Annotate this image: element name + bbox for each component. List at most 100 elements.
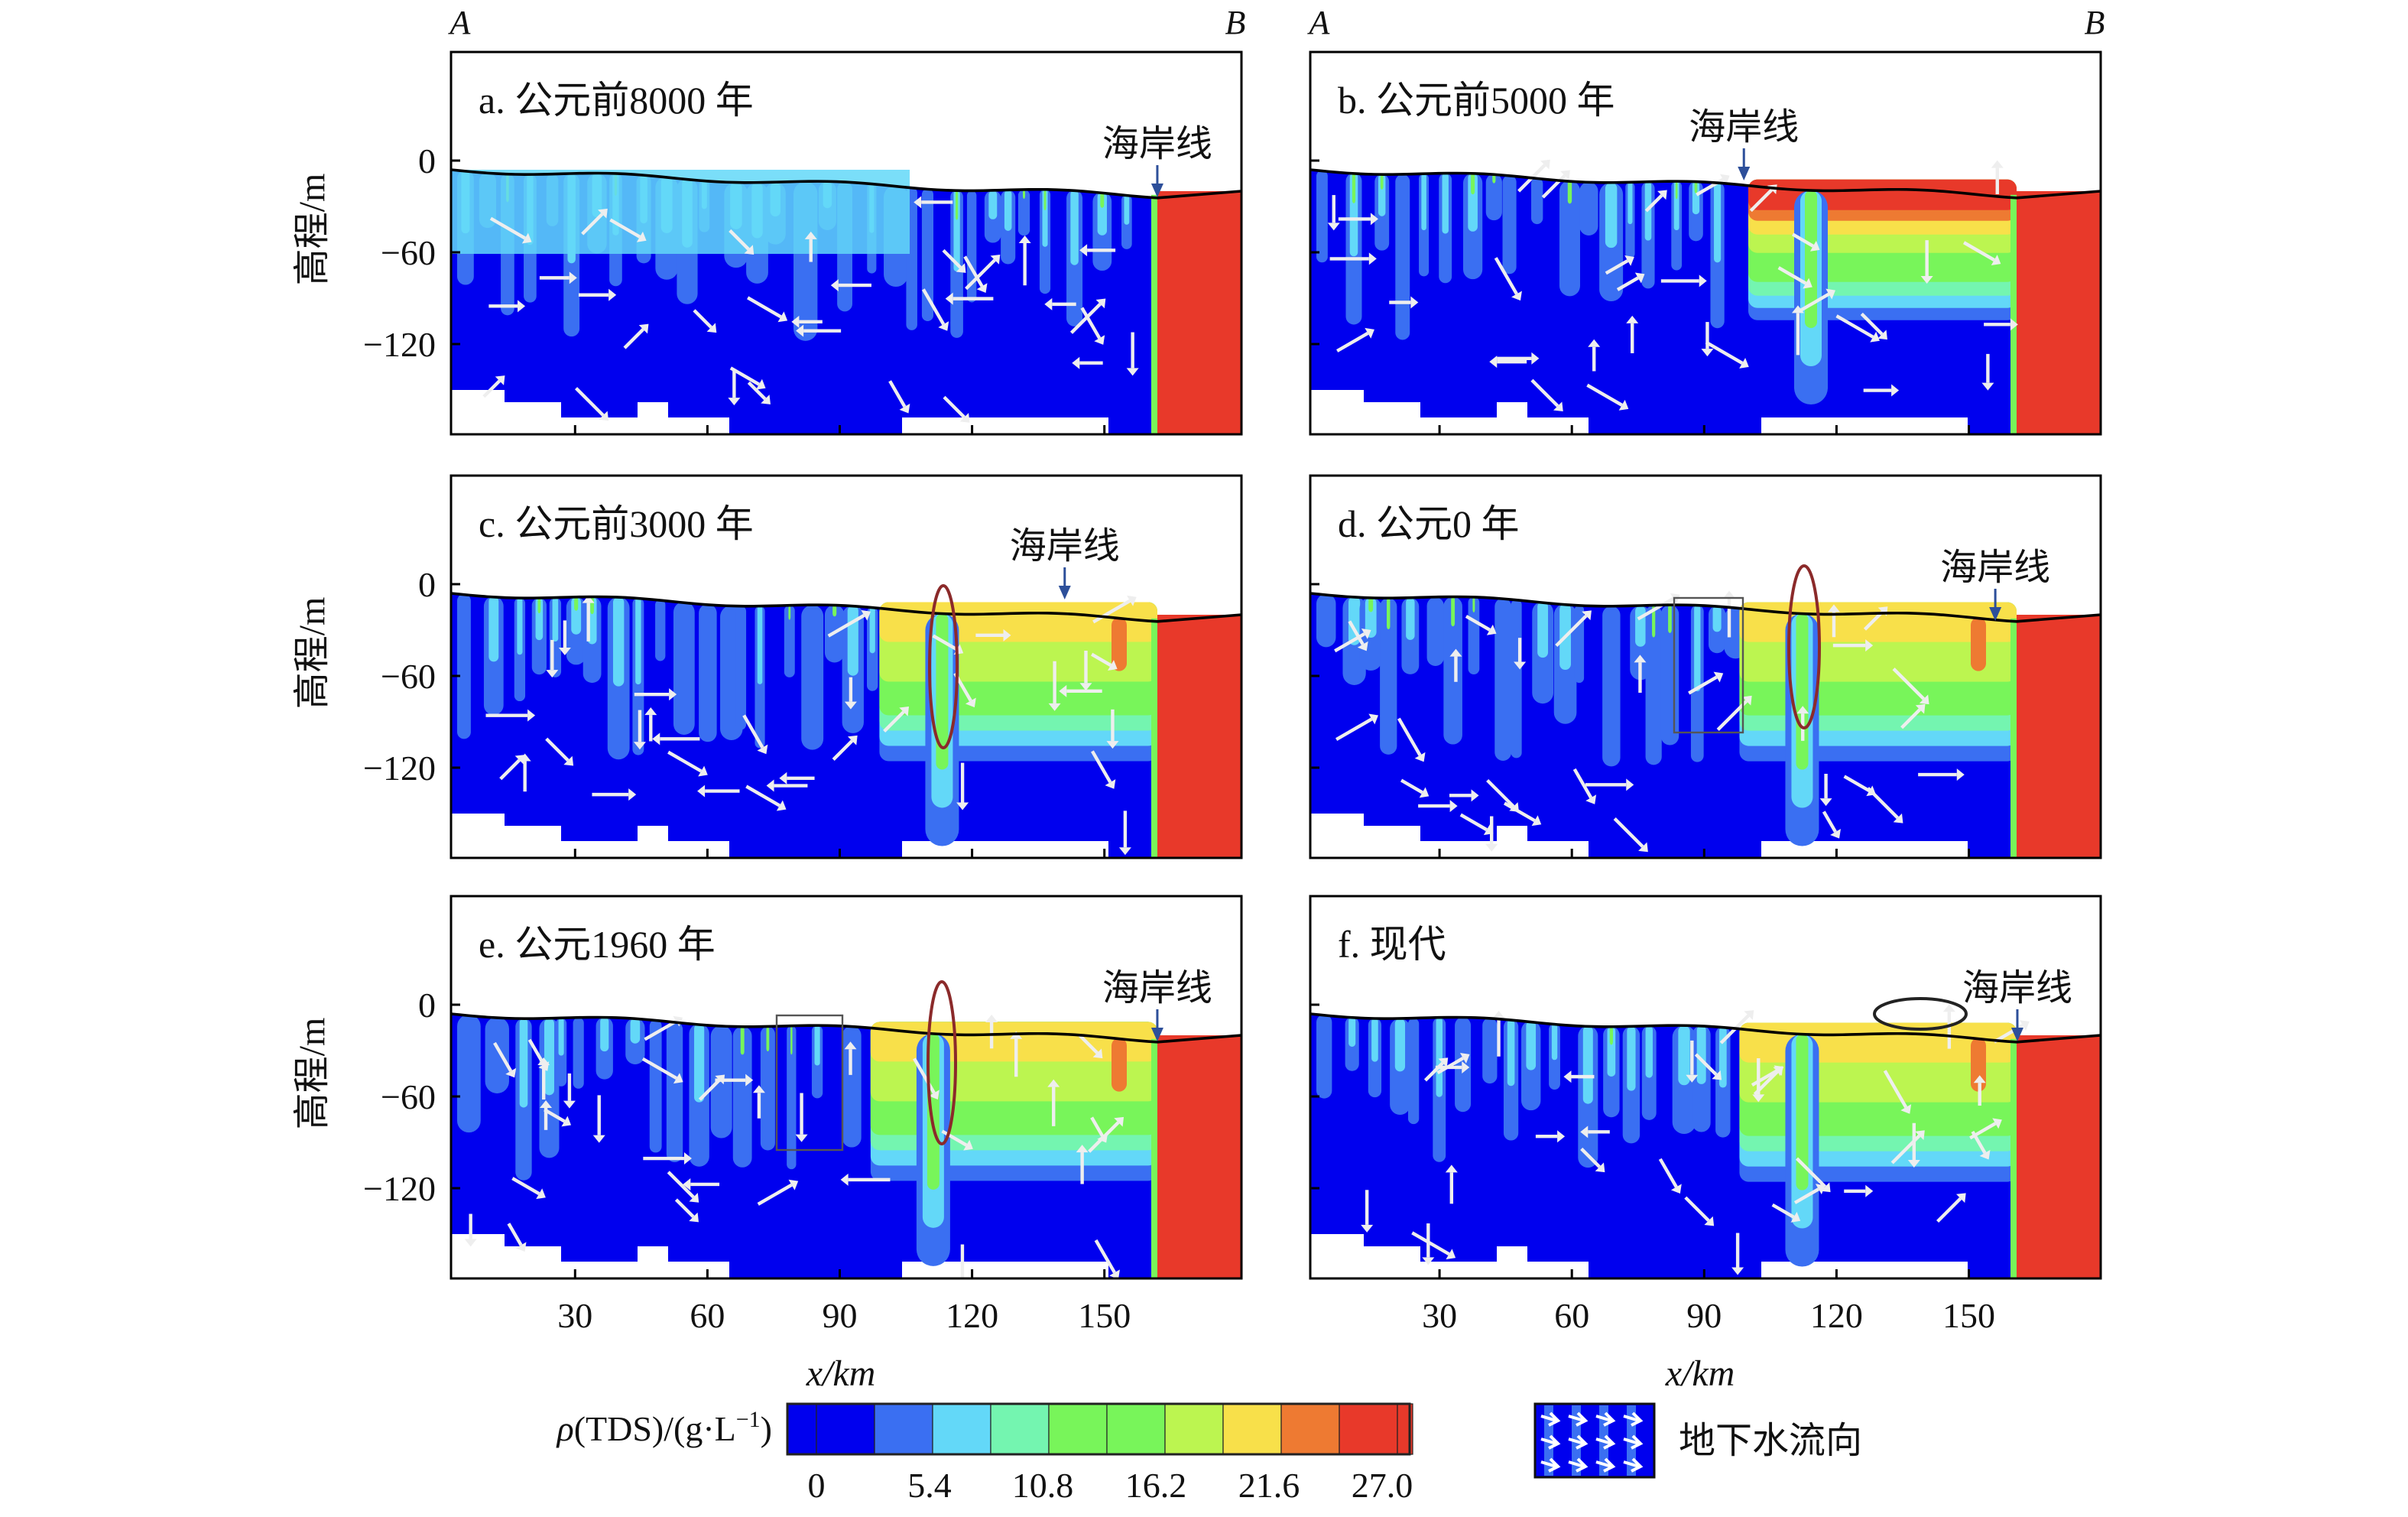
flow-arrow-shaft bbox=[1079, 1034, 1099, 1054]
contour-finger bbox=[1579, 181, 1598, 236]
flow-arrow-shaft bbox=[1866, 787, 1899, 820]
flow-arrow-shaft bbox=[1397, 717, 1422, 756]
x-tick-label: 30 bbox=[1422, 1296, 1457, 1335]
flow-arrow-shaft bbox=[1969, 1122, 1997, 1140]
contour-finger bbox=[1124, 194, 1130, 225]
flow-arrow bbox=[963, 255, 988, 293]
contour-finger bbox=[1380, 174, 1384, 190]
flow-arrow-head bbox=[1796, 706, 1809, 714]
contour-finger bbox=[1436, 1017, 1443, 1097]
flow-arrow bbox=[844, 1041, 857, 1075]
flow-arrow bbox=[1731, 1233, 1744, 1275]
flow-arrow-head bbox=[698, 765, 708, 777]
flow-arrow-head bbox=[796, 324, 804, 337]
flow-arrow bbox=[592, 788, 637, 801]
flow-arrow bbox=[1684, 1196, 1715, 1226]
flow-arrow-head bbox=[1704, 1216, 1715, 1226]
flow-arrow-shaft bbox=[1777, 266, 1807, 285]
flow-arrow-head bbox=[1739, 358, 1749, 369]
flow-arrow-shaft bbox=[545, 737, 570, 762]
flow-arrow-head bbox=[706, 323, 717, 333]
flow-arrow-head bbox=[636, 231, 647, 242]
flow-arrow bbox=[485, 709, 536, 722]
flow-arrow bbox=[1069, 298, 1106, 334]
flow-arrow-head bbox=[1540, 159, 1550, 170]
flow-arrow-head bbox=[1094, 335, 1105, 345]
colorbar-label: ρ(TDS)/(g·L−1) bbox=[556, 1407, 772, 1448]
colorbar-segment bbox=[1048, 1403, 1108, 1455]
flow-arrow bbox=[1580, 1126, 1610, 1139]
flow-arrow-head bbox=[673, 1073, 683, 1084]
contour-finger bbox=[1421, 174, 1426, 231]
contour-finger bbox=[1316, 170, 1328, 263]
flow-arrow-shaft bbox=[1334, 632, 1365, 653]
flow-arrow-shaft bbox=[544, 1108, 566, 1123]
colorbar-segment bbox=[1222, 1403, 1282, 1455]
contour-finger bbox=[1537, 601, 1549, 658]
flow-arrow bbox=[1445, 1165, 1458, 1204]
flow-arrow bbox=[1118, 810, 1131, 856]
contour-finger bbox=[574, 597, 579, 611]
flow-arrow-head bbox=[928, 1090, 940, 1100]
contour-finger bbox=[1070, 190, 1079, 265]
contour-finger bbox=[1100, 192, 1105, 208]
flow-arrow-head bbox=[1446, 1249, 1456, 1260]
flow-arrow-shaft bbox=[1605, 259, 1629, 275]
flow-arrow bbox=[1644, 190, 1667, 213]
flow-arrow-head bbox=[1370, 213, 1378, 226]
flow-arrow-shaft bbox=[1795, 1157, 1827, 1188]
flow-arrow-shaft bbox=[963, 255, 984, 287]
flow-arrow-head bbox=[1557, 1130, 1566, 1143]
colorbar-segment bbox=[932, 1403, 991, 1455]
flow-arrow bbox=[1018, 236, 1031, 286]
panel-frame bbox=[1309, 895, 2102, 1280]
contour-finger bbox=[635, 598, 641, 685]
contour-finger bbox=[766, 1026, 770, 1052]
contour-finger bbox=[630, 1018, 641, 1044]
flow-arrow-shaft bbox=[1555, 614, 1588, 648]
panel-frame bbox=[1309, 50, 2102, 436]
flow-arrow-icon bbox=[1595, 1434, 1616, 1450]
flow-arrow-shaft bbox=[1541, 174, 1566, 199]
flow-arrow bbox=[1091, 750, 1116, 789]
highlight-ellipse bbox=[1787, 564, 1821, 729]
flow-arrow-head bbox=[1422, 1257, 1435, 1265]
panel-title: e. 公元1960 年 bbox=[479, 923, 716, 966]
coastline-label: 海岸线 bbox=[1940, 547, 2050, 588]
flow-arrow-head bbox=[791, 315, 800, 328]
flow-arrow-shaft bbox=[1860, 312, 1884, 336]
flow-arrow bbox=[643, 1152, 692, 1165]
contour-finger bbox=[1365, 597, 1377, 638]
contour-finger bbox=[1712, 606, 1722, 632]
flow-arrow-shaft bbox=[1503, 801, 1536, 823]
flow-arrow bbox=[942, 249, 966, 273]
flow-arrow bbox=[539, 271, 577, 284]
flow-arrow-head bbox=[1072, 356, 1080, 369]
contour-finger bbox=[1627, 1026, 1636, 1091]
contour-finger bbox=[1696, 1025, 1706, 1084]
flow-arrow bbox=[1716, 695, 1752, 731]
transition-zone bbox=[1151, 1038, 1157, 1278]
flow-arrow-shaft bbox=[1586, 383, 1623, 407]
flow-arrow-shaft bbox=[499, 758, 521, 781]
x-tick-label: 30 bbox=[557, 1296, 592, 1335]
flow-arrow-head bbox=[1410, 296, 1419, 309]
flow-arrow-head bbox=[1618, 399, 1629, 411]
flow-arrow-head bbox=[669, 688, 677, 701]
flow-arrow-head bbox=[527, 709, 536, 722]
contour-finger bbox=[1380, 598, 1397, 755]
flow-arrow bbox=[1822, 810, 1841, 839]
flow-arrow-head bbox=[1511, 291, 1522, 301]
flow-arrow bbox=[592, 1095, 605, 1143]
land-surface-line bbox=[451, 1012, 1241, 1044]
coastline-arrow-head bbox=[1150, 184, 1163, 197]
flow-arrow-shaft bbox=[729, 366, 760, 386]
flow-arrow-head bbox=[914, 196, 922, 209]
flow-arrow-head bbox=[1114, 1116, 1124, 1127]
panel-title: d. 公元0 年 bbox=[1338, 502, 1520, 545]
flow-arrow-head bbox=[1900, 1104, 1912, 1114]
flow-arrow-shaft bbox=[667, 1171, 695, 1199]
seawater-region bbox=[1157, 191, 1241, 434]
colorbar-tick-label: 5.4 bbox=[907, 1466, 952, 1505]
flow-arrow-head bbox=[1327, 223, 1340, 231]
